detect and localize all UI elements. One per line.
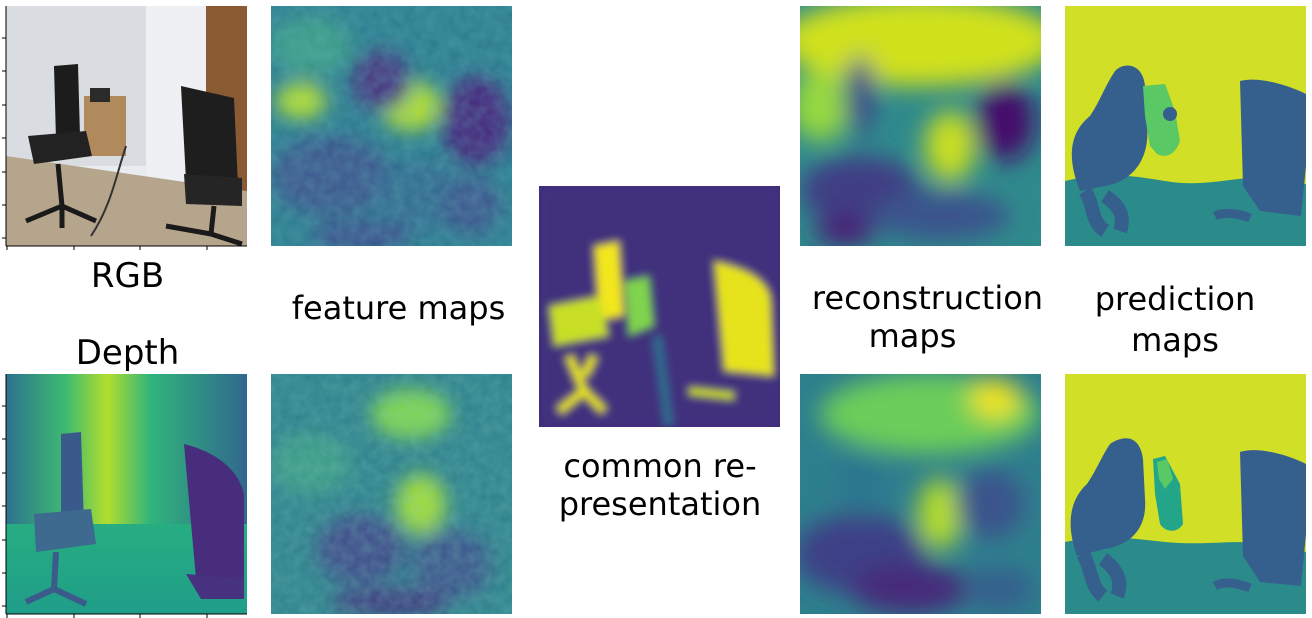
common-representation-label-line2: presentation <box>558 485 762 523</box>
prediction-maps-label-line1: prediction <box>1094 280 1256 318</box>
prediction-map-rgb <box>1065 6 1306 246</box>
prediction-maps-label-line2: maps <box>1131 321 1219 359</box>
depth-axis-ticks <box>2 374 247 618</box>
depth-label: Depth <box>75 333 180 373</box>
reconstruction-map-rgb <box>800 6 1041 246</box>
prediction-map-depth <box>1065 374 1306 614</box>
feature-maps-label: feature maps <box>291 289 506 327</box>
common-representation-label-line1: common re- <box>563 447 757 485</box>
depth-image <box>6 374 247 614</box>
reconstruction-maps-label-line1: reconstruction <box>811 279 1044 317</box>
rgb-label: RGB <box>90 256 165 296</box>
common-representation-map <box>539 186 780 427</box>
reconstruction-maps-label-line2: maps <box>868 317 957 355</box>
feature-map-depth <box>271 374 512 614</box>
rgb-axis-ticks <box>2 6 247 250</box>
feature-map-rgb <box>271 6 512 246</box>
rgb-image <box>6 6 247 246</box>
reconstruction-map-depth <box>800 374 1041 614</box>
